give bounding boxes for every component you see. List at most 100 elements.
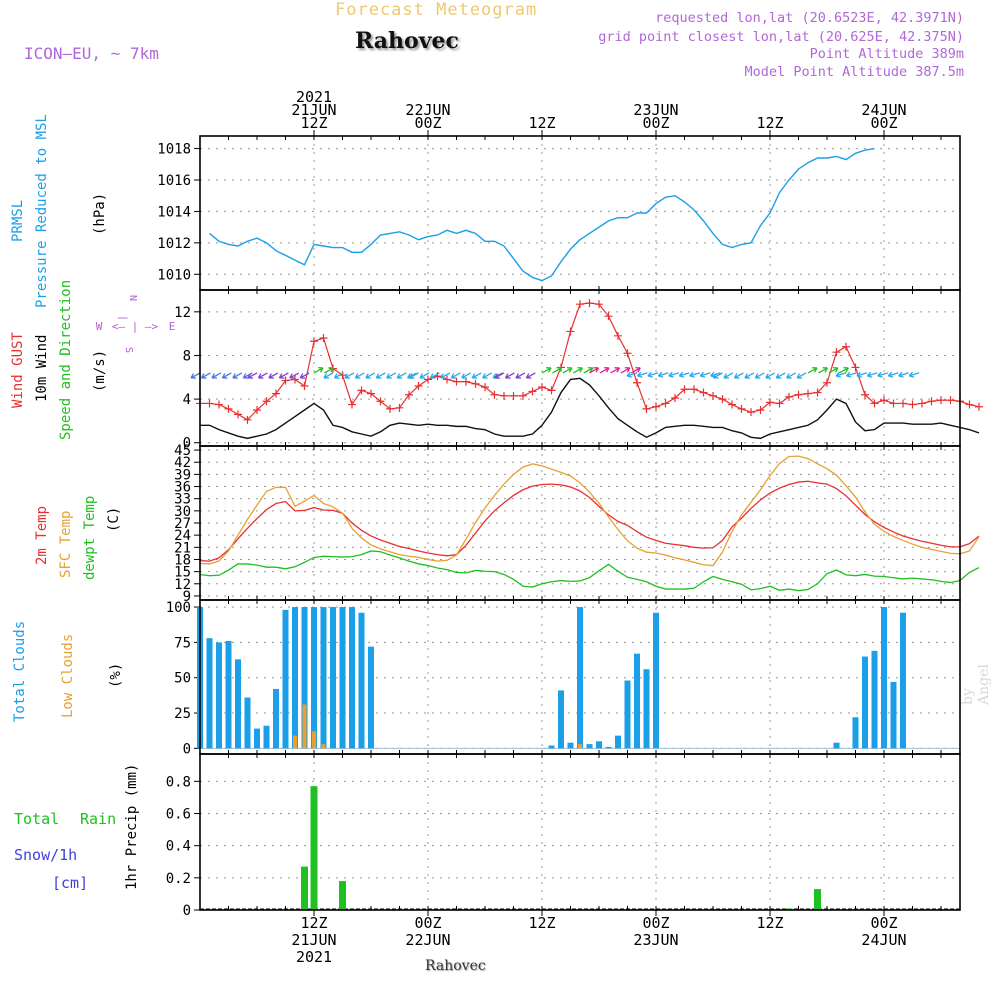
y-tick-label: 0 xyxy=(183,436,191,452)
low-clouds-label: Low Clouds xyxy=(60,634,76,718)
wind-direction-arrow xyxy=(733,372,744,379)
bottom-time-label: 12Z xyxy=(756,914,783,932)
gust-point xyxy=(823,378,831,387)
y-tick-label: 25 xyxy=(174,706,191,722)
wind-direction-arrow xyxy=(429,372,440,379)
low-cloud-bar xyxy=(321,744,326,749)
y-tick-label: 1018 xyxy=(157,142,191,158)
wind-direction-arrow xyxy=(324,367,335,374)
wind-speed-line xyxy=(200,377,980,440)
gust-point xyxy=(623,349,632,358)
wind-direction-arrow xyxy=(221,372,232,379)
gust-point xyxy=(376,397,385,406)
wind-direction-arrow xyxy=(504,372,515,379)
rain-bar xyxy=(301,866,308,910)
y-tick-label: 24 xyxy=(174,528,191,544)
wind-direction-arrow xyxy=(344,372,355,379)
bottom-time-label: 23JUN xyxy=(633,931,678,949)
y-tick-label: 21 xyxy=(174,540,191,556)
gust-point xyxy=(870,399,879,408)
compass-south: S xyxy=(123,347,134,353)
footer-location: Rahovec xyxy=(425,958,486,974)
gust-point xyxy=(243,415,252,424)
wind-direction-arrow xyxy=(835,371,847,378)
temp-units: (C) xyxy=(106,507,122,532)
total-cloud-bar xyxy=(586,744,593,749)
dewpt-line xyxy=(199,550,980,592)
gust-point xyxy=(908,400,917,409)
wind-direction-arrow xyxy=(440,372,451,379)
y-tick-label: 9 xyxy=(183,589,191,605)
wind-direction-arrow xyxy=(786,372,796,379)
top-time-label: 2021 xyxy=(296,88,332,106)
gust-point xyxy=(500,391,508,400)
low-cloud-bar xyxy=(302,704,307,749)
total-cloud-bar xyxy=(643,669,650,749)
total-cloud-bar xyxy=(263,725,270,749)
wind-units: (m/s) xyxy=(92,350,108,392)
y-tick-label: 39 xyxy=(174,467,191,483)
grid-point-coords: grid point closest lon,lat (20.625E, 42.… xyxy=(598,29,964,45)
gust-point xyxy=(946,396,955,405)
wind-direction-arrow xyxy=(908,371,920,378)
gust-point xyxy=(766,398,774,407)
wind-direction-arrow xyxy=(247,372,258,379)
total-cloud-bar xyxy=(301,607,308,749)
model-label: ICON—EU, ~ 7km xyxy=(24,44,159,63)
gust-point xyxy=(614,331,622,340)
y-tick-label: 1016 xyxy=(157,173,191,189)
gust-line xyxy=(200,302,980,421)
sfc-temp-line xyxy=(199,455,980,567)
gust-point xyxy=(595,300,603,309)
gust-point xyxy=(452,377,461,386)
gust-point xyxy=(367,389,375,398)
wind-direction-arrow xyxy=(839,367,849,374)
y-tick-label: 12 xyxy=(174,305,191,321)
wind-direction-arrow xyxy=(599,367,610,374)
total-clouds-label: Total Clouds xyxy=(12,621,28,722)
y-tick-label: 33 xyxy=(174,492,191,508)
wind-direction-arrow xyxy=(190,372,201,379)
y-tick-label: 12 xyxy=(174,577,191,593)
wind-direction-arrow xyxy=(268,372,279,379)
total-cloud-bar xyxy=(596,741,602,749)
top-time-label: 22JUN xyxy=(405,101,450,119)
y-tick-label: 8 xyxy=(183,348,191,364)
gust-point xyxy=(709,391,717,400)
total-cloud-bar xyxy=(282,609,289,749)
y-tick-label: 0.2 xyxy=(166,871,191,887)
gust-point xyxy=(975,402,983,411)
header-title: Forecast Meteogram xyxy=(335,0,538,20)
gust-point xyxy=(851,363,860,372)
total-cloud-bar xyxy=(833,742,840,749)
wind-direction-arrow xyxy=(365,372,376,379)
gust-point xyxy=(804,389,812,398)
top-time-label: 12Z xyxy=(756,114,783,132)
wind-direction-arrow xyxy=(471,372,482,379)
gust-point xyxy=(262,397,271,406)
low-cloud-bar xyxy=(312,731,316,749)
gust-point xyxy=(842,342,850,351)
gust-point xyxy=(785,392,793,401)
gust-point xyxy=(652,402,660,411)
total-cloud-bar xyxy=(339,607,346,749)
gust-point xyxy=(642,404,651,413)
wind-direction-arrow xyxy=(898,371,909,378)
gust-point xyxy=(566,327,575,336)
gust-point xyxy=(718,395,727,404)
y-tick-label: 45 xyxy=(174,443,191,459)
wind-direction-arrow xyxy=(573,367,583,374)
total-cloud-bar xyxy=(605,746,612,749)
temp-2m-label: 2m Temp xyxy=(34,506,50,565)
top-time-label: 23JUN xyxy=(633,101,678,119)
direction-label: Speed and Direction xyxy=(58,280,74,440)
pressure-label-full: Pressure Reduced to MSL xyxy=(34,114,50,308)
y-tick-label: 1010 xyxy=(157,267,191,283)
total-cloud-bar xyxy=(548,745,555,749)
dewpt-label: dewpt Temp xyxy=(82,496,98,580)
gust-point xyxy=(965,400,974,409)
total-cloud-bar xyxy=(225,640,232,749)
gust-point xyxy=(234,410,242,419)
wind-direction-arrow xyxy=(375,372,386,379)
